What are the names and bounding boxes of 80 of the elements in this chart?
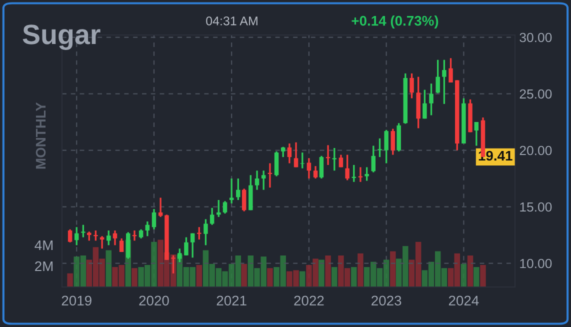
- candlestick: [68, 228, 72, 244]
- candlestick: [338, 154, 344, 168]
- bar: [474, 267, 480, 287]
- bar: [358, 253, 364, 287]
- bar: [325, 256, 331, 287]
- bar: [332, 267, 338, 287]
- candlestick: [319, 155, 324, 180]
- candlestick: [422, 88, 427, 120]
- candlestick: [345, 154, 350, 182]
- bar: [460, 264, 467, 287]
- candlestick: [74, 226, 79, 246]
- candlestick: [152, 208, 156, 230]
- candlestick: [236, 178, 240, 201]
- chart-title: Sugar: [22, 24, 100, 50]
- bar: [196, 264, 202, 287]
- candlestick: [145, 220, 150, 237]
- candlestick: [378, 138, 382, 158]
- candlestick: [384, 129, 388, 164]
- candlestick: [112, 230, 118, 246]
- candlestick: [364, 166, 369, 182]
- y2-tick-label: 2M: [35, 261, 53, 272]
- candlestick: [229, 178, 234, 204]
- x-tick-label: 2022: [294, 296, 324, 306]
- bar: [467, 256, 474, 287]
- candlestick: [442, 59, 446, 105]
- candlestick: [184, 236, 188, 256]
- x-tick-label: 2019: [62, 296, 92, 306]
- bar: [241, 264, 247, 287]
- bar: [106, 250, 112, 287]
- y2-axis-title: MONTHLY: [36, 102, 46, 169]
- candlestick: [274, 150, 279, 178]
- y-tick-label: 20.00: [520, 146, 552, 156]
- y2-tick-label: 4M: [34, 240, 53, 250]
- candlestick: [216, 199, 221, 218]
- y-tick-label: 15.00: [520, 202, 552, 212]
- y-tick-label: 25.00: [520, 89, 552, 99]
- x-tick-label: 2020: [139, 296, 169, 306]
- y-tick-label: 10.00: [520, 258, 552, 268]
- text: 04:31 AM: [206, 16, 258, 26]
- candlestick: [410, 72, 414, 100]
- candlestick: [474, 121, 479, 147]
- bar: [132, 268, 138, 287]
- candlestick: [81, 224, 86, 238]
- candlestick: [197, 226, 202, 240]
- candlestick: [190, 232, 195, 258]
- candlestick: [332, 147, 337, 172]
- bar: [480, 264, 486, 287]
- candlestick: [429, 82, 434, 116]
- y-tick-label: 30.00: [520, 32, 552, 42]
- candlestick: [261, 170, 266, 191]
- candlestick: [287, 142, 292, 164]
- candlestick: [313, 165, 318, 180]
- candlestick: [254, 170, 260, 191]
- bar: [351, 267, 357, 287]
- bar: [390, 251, 396, 287]
- candlestick: [210, 207, 214, 226]
- candlestick: [94, 230, 98, 242]
- candlestick: [242, 188, 246, 212]
- candlestick: [371, 144, 376, 174]
- candlestick: [222, 200, 228, 214]
- bar: [267, 268, 273, 287]
- candlestick: [204, 218, 208, 246]
- x-tick-label: 2021: [216, 296, 246, 306]
- candlestick: [436, 59, 440, 94]
- bar: [67, 273, 73, 287]
- candlestick: [87, 230, 92, 242]
- candlestick: [158, 196, 163, 218]
- candlestick: [119, 238, 124, 253]
- candlestick: [390, 128, 396, 156]
- candlestick: [280, 146, 286, 158]
- candlestick: [106, 230, 111, 246]
- bar: [300, 271, 306, 287]
- bar: [318, 260, 324, 287]
- candlestick: [138, 228, 144, 240]
- x-tick-label: 2024: [448, 296, 479, 306]
- text: +0.14 (0.73%): [352, 16, 438, 28]
- candlestick: [294, 142, 298, 168]
- candlestick: [448, 57, 453, 84]
- x-tick-label: 2023: [372, 296, 402, 306]
- candlestick: [306, 157, 312, 180]
